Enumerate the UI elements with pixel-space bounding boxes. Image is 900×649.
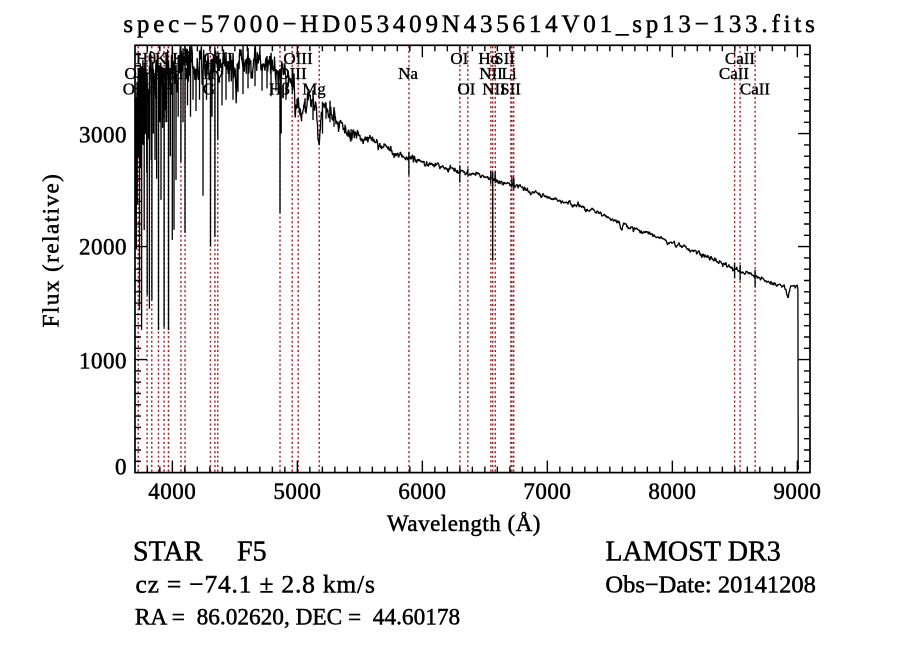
svg-text:spec−57000−HD053409N435614V01_: spec−57000−HD053409N435614V01_sp13−133.f… — [123, 11, 818, 38]
svg-text:5000: 5000 — [273, 479, 321, 504]
svg-text:STAR: STAR — [133, 537, 203, 568]
svg-text:0: 0 — [115, 454, 127, 479]
svg-text:LAMOST DR3: LAMOST DR3 — [605, 537, 781, 568]
svg-text:HeI: HeI — [142, 64, 168, 83]
svg-text:4000: 4000 — [148, 479, 196, 504]
svg-text:7000: 7000 — [523, 479, 571, 504]
svg-text:CaII: CaII — [719, 64, 750, 83]
svg-text:Flux (relative): Flux (relative) — [39, 173, 64, 328]
svg-text:CaII: CaII — [725, 49, 756, 68]
svg-text:NII: NII — [479, 64, 503, 83]
svg-text:F5: F5 — [237, 537, 267, 568]
svg-text:Mg: Mg — [302, 80, 326, 99]
svg-text:OIII: OIII — [203, 49, 233, 68]
svg-text:OI: OI — [125, 64, 143, 83]
svg-text:Hβ: Hβ — [269, 80, 290, 99]
svg-text:Obs−Date: 20141208: Obs−Date: 20141208 — [605, 572, 815, 599]
svg-text:SII: SII — [494, 49, 515, 68]
svg-text:Li: Li — [501, 64, 516, 83]
svg-text:OII: OII — [123, 80, 147, 99]
svg-text:Hδ: Hδ — [172, 49, 192, 68]
svg-text:OIII: OIII — [283, 49, 313, 68]
svg-text:SII: SII — [169, 64, 190, 83]
svg-text:1000: 1000 — [79, 348, 127, 373]
svg-text:Hε: Hε — [160, 64, 179, 83]
svg-text:K: K — [155, 49, 168, 68]
svg-text:6000: 6000 — [398, 479, 446, 504]
svg-text:OI: OI — [450, 49, 468, 68]
svg-text:Hα: Hα — [478, 49, 499, 68]
svg-text:G: G — [203, 80, 215, 99]
svg-text:Hθ: Hθ — [136, 49, 156, 68]
svg-text:Hη: Hη — [137, 80, 158, 99]
svg-text:H: H — [161, 80, 173, 99]
svg-text:Hγ: Hγ — [203, 64, 223, 83]
svg-text:9000: 9000 — [773, 479, 821, 504]
svg-text:NII: NII — [482, 80, 506, 99]
svg-text:RA = 86.02620, DEC = 44.6017: RA = 86.02620, DEC = 44.60178 — [135, 605, 460, 631]
svg-text:3000: 3000 — [79, 123, 127, 148]
svg-text:SII: SII — [500, 80, 521, 99]
svg-text:cz = −74.1 ± 2.8 km/s: cz = −74.1 ± 2.8 km/s — [136, 570, 376, 599]
svg-text:Na: Na — [398, 64, 418, 83]
svg-text:Wavelength (Å): Wavelength (Å) — [387, 511, 541, 536]
svg-text:OI: OI — [458, 80, 476, 99]
svg-text:CaII: CaII — [740, 80, 771, 99]
svg-text:8000: 8000 — [648, 479, 696, 504]
svg-text:2000: 2000 — [79, 235, 127, 260]
svg-text:OIII: OIII — [277, 64, 307, 83]
